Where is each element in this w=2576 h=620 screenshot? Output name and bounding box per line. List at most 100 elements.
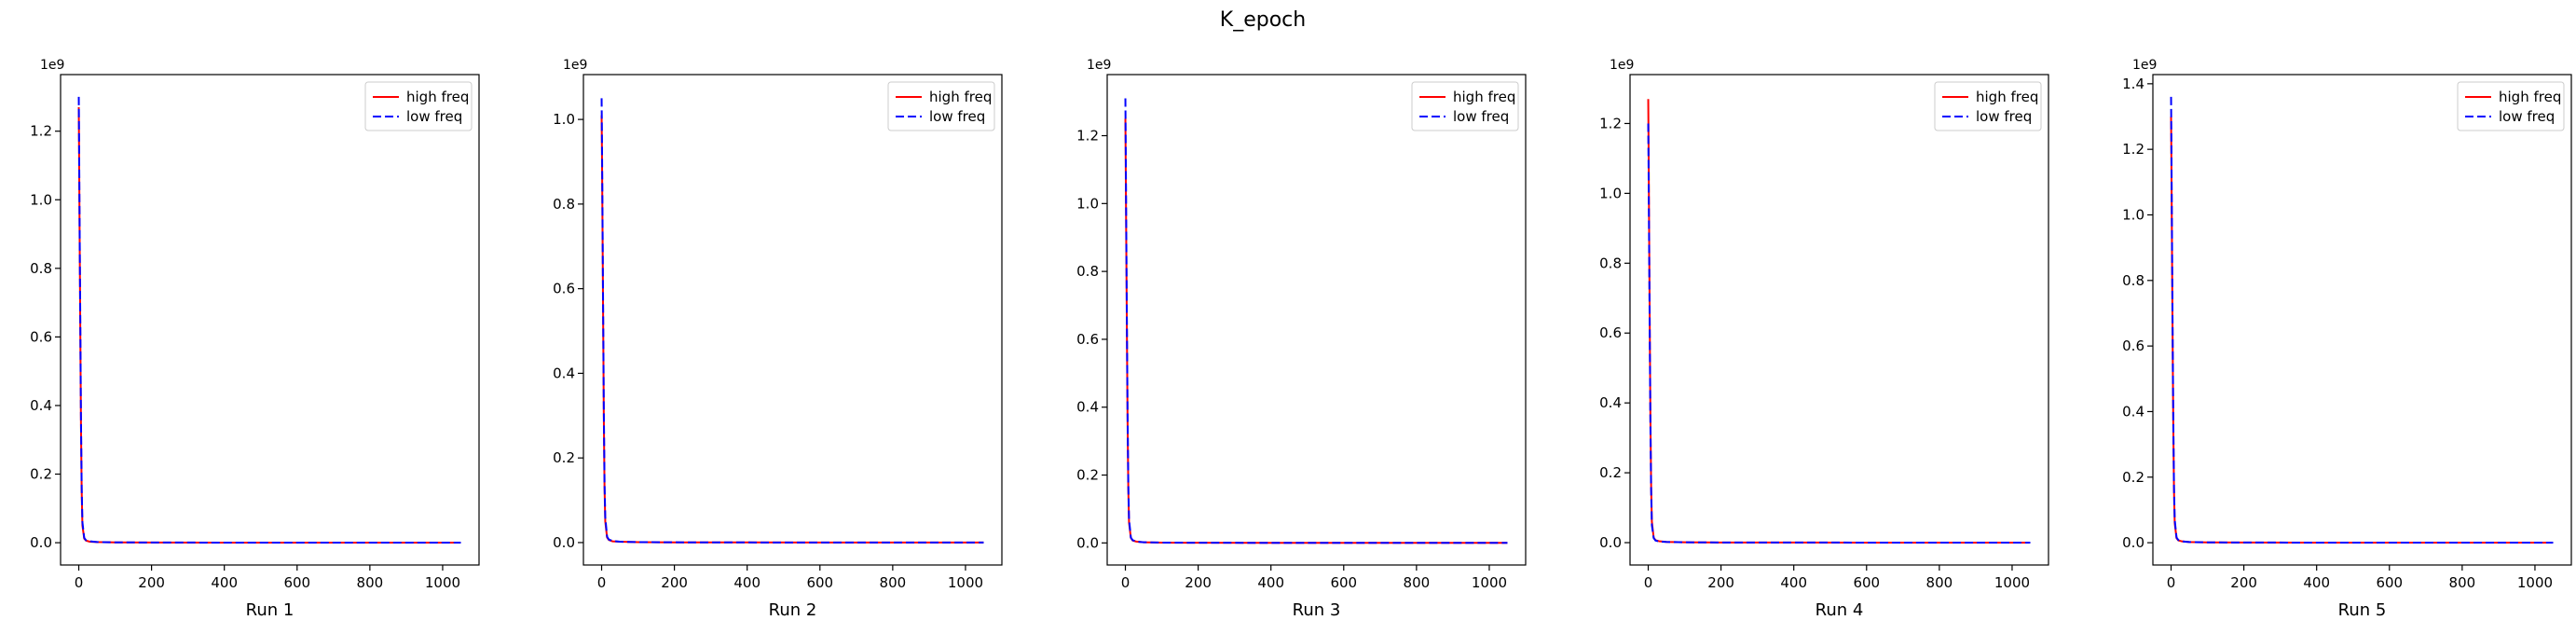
y-tick-label: 0.6 [1599, 324, 1622, 341]
series-line-low-freq [2170, 96, 2554, 544]
legend-box [887, 81, 995, 131]
x-tick-label: 600 [806, 574, 833, 591]
x-tick-label: 800 [2449, 574, 2476, 591]
subplot-run-1: 0 200 400 600 800 1000 0.0 0.2 0.4 0.6 0.8 1.0 1.2 1e… [30, 58, 480, 620]
x-tick-label: 200 [661, 574, 688, 591]
x-tick-label: 200 [1185, 574, 1212, 591]
y-tick-label: 0.0 [1599, 534, 1622, 551]
legend-box [2457, 81, 2565, 131]
x-tick-label: 1000 [425, 574, 460, 591]
y-tick-label: 0.6 [30, 328, 52, 345]
x-tick-label: 0 [1121, 574, 1130, 591]
y-tick-label: 0.8 [2122, 272, 2144, 289]
x-tick-label: 400 [2303, 574, 2330, 591]
y-tick-label: 1.2 [1599, 115, 1622, 131]
x-tick-label: 400 [1257, 574, 1284, 591]
y-tick-label: 0.8 [1076, 263, 1099, 280]
x-tick-label: 400 [1780, 574, 1807, 591]
x-axis-label: Run 2 [769, 600, 817, 620]
y-tick-label: 1.0 [2122, 206, 2144, 223]
legend-entry-label: high freq [406, 89, 469, 105]
axes-frame [60, 74, 480, 566]
legend: high freq low freq [1934, 81, 2042, 131]
x-axis-label: Run 3 [1293, 600, 1341, 620]
x-tick-label: 400 [733, 574, 760, 591]
y-offset-label: 1e9 [2132, 58, 2157, 73]
subplot-run-3: 0 200 400 600 800 1000 0.0 0.2 0.4 0.6 0.8 1.0 1.2 1e… [1076, 58, 1527, 620]
y-tick-label: 0.2 [1076, 467, 1099, 484]
legend-entry-label: high freq [1453, 89, 1515, 105]
x-tick-label: 1000 [2517, 574, 2553, 591]
y-tick-label: 1.0 [1076, 195, 1099, 212]
x-axis-label: Run 1 [246, 600, 295, 620]
legend-entry-label: low freq [406, 108, 462, 125]
y-offset-label: 1e9 [40, 58, 64, 73]
x-tick-label: 600 [2376, 574, 2403, 591]
series-line-low-freq [600, 98, 984, 544]
y-tick-label: 0.4 [553, 365, 575, 381]
x-tick-label: 0 [1644, 574, 1653, 591]
subplot-run-4: 0 200 400 600 800 1000 0.0 0.2 0.4 0.6 0.8 1.0 1.2 1e… [1599, 58, 2049, 620]
legend-entry-label: low freq [1976, 108, 2032, 125]
legend-box [364, 81, 473, 131]
x-tick-label: 200 [2230, 574, 2257, 591]
axes-frame [1106, 74, 1527, 566]
x-tick-label: 200 [1707, 574, 1734, 591]
subplot-run-2: 0 200 400 600 800 1000 0.0 0.2 0.4 0.6 0.8 1.0 1e9 Ru… [553, 58, 1003, 620]
y-tick-label: 0.4 [2122, 403, 2144, 420]
x-tick-label: 600 [1330, 574, 1357, 591]
x-tick-label: 1000 [1994, 574, 2030, 591]
series-line-low-freq [77, 96, 461, 544]
y-tick-label: 0.0 [553, 534, 575, 551]
legend-entry-label: high freq [1976, 89, 2038, 105]
y-tick-label: 0.2 [553, 449, 575, 466]
x-tick-label: 200 [138, 574, 165, 591]
legend-entry-label: low freq [2499, 108, 2555, 125]
y-tick-label: 0.0 [30, 534, 52, 551]
x-tick-label: 1000 [948, 574, 983, 591]
legend-entry-label: high freq [929, 89, 992, 105]
y-tick-label: 0.6 [2122, 338, 2144, 354]
legend-box [1411, 81, 1519, 131]
legend-entry-label: high freq [2499, 89, 2561, 105]
y-tick-label: 0.2 [2122, 469, 2144, 486]
subplot-grid: 0 200 400 600 800 1000 0.0 0.2 0.4 0.6 0.8 1.0 1.2 1e… [30, 58, 2572, 620]
legend-entry-label: low freq [1453, 108, 1509, 125]
y-tick-label: 0.6 [1076, 331, 1099, 348]
x-tick-label: 800 [357, 574, 384, 591]
subplot-run-5: 0 200 400 600 800 1000 0.0 0.2 0.4 0.6 0.8 1.0 1.2 1.… [2122, 58, 2572, 620]
y-offset-label: 1e9 [1610, 58, 1634, 73]
y-tick-label: 0.4 [1076, 399, 1099, 416]
x-tick-label: 0 [75, 574, 84, 591]
x-tick-label: 800 [880, 574, 907, 591]
axes-frame [582, 74, 1003, 566]
x-tick-label: 0 [2167, 574, 2176, 591]
y-offset-label: 1e9 [563, 58, 587, 73]
x-tick-label: 600 [283, 574, 310, 591]
y-tick-label: 0.6 [553, 281, 575, 297]
y-tick-label: 0.8 [30, 260, 52, 277]
legend: high freq low freq [887, 81, 995, 131]
legend: high freq low freq [364, 81, 473, 131]
legend-box [1934, 81, 2042, 131]
x-tick-label: 800 [1926, 574, 1953, 591]
y-tick-label: 0.0 [1076, 534, 1099, 551]
y-tick-label: 0.0 [2122, 534, 2144, 551]
y-tick-label: 0.8 [553, 196, 575, 213]
legend: high freq low freq [2457, 81, 2565, 131]
y-tick-label: 0.2 [30, 466, 52, 483]
axes-frame [1629, 74, 2049, 566]
legend: high freq low freq [1411, 81, 1519, 131]
y-offset-label: 1e9 [1087, 58, 1111, 73]
y-tick-label: 1.0 [553, 111, 575, 128]
axes-frame [2152, 74, 2572, 566]
x-axis-label: Run 4 [1816, 600, 1864, 620]
x-tick-label: 1000 [1472, 574, 1507, 591]
y-tick-label: 1.2 [1076, 128, 1099, 145]
x-tick-label: 800 [1404, 574, 1431, 591]
y-tick-label: 1.2 [2122, 141, 2144, 158]
y-tick-label: 0.4 [1599, 394, 1622, 411]
y-tick-label: 1.4 [2122, 76, 2144, 92]
y-tick-label: 1.0 [1599, 185, 1622, 201]
